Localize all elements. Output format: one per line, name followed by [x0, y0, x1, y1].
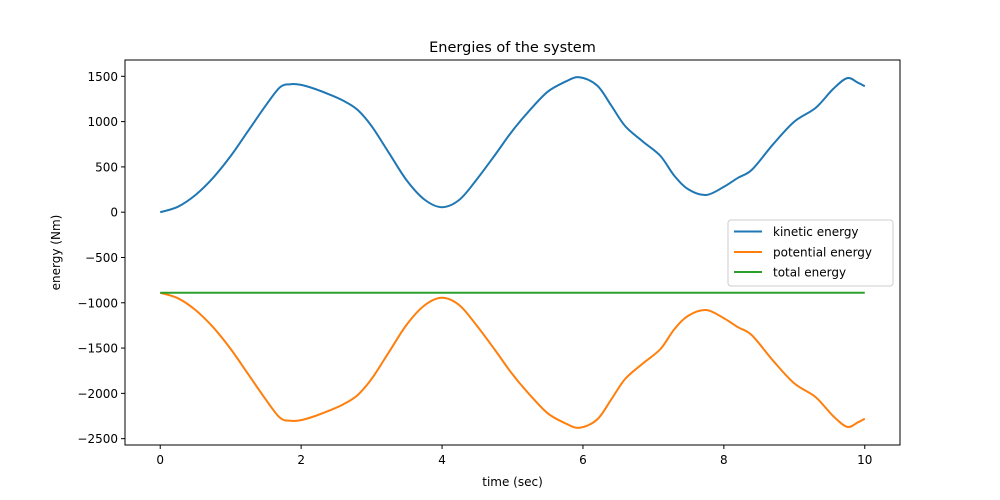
x-tick-label: 2: [297, 453, 305, 467]
legend-item-kinetic: kinetic energy: [734, 225, 859, 239]
y-tick-label: 0: [110, 206, 118, 220]
chart-title: Energies of the system: [429, 40, 596, 56]
y-tick-label: 500: [95, 160, 118, 174]
x-tick-label: 4: [438, 453, 446, 467]
x-axis: 0 2 4 6 8 10: [156, 445, 872, 467]
y-tick-label: 1000: [87, 115, 118, 129]
y-tick-label: −2000: [77, 387, 118, 401]
x-tick-label: 0: [156, 453, 164, 467]
y-tick-label: −1500: [77, 342, 118, 356]
y-tick-label: −1000: [77, 296, 118, 310]
x-tick-label: 8: [720, 453, 728, 467]
series-layer: [159, 76, 866, 429]
legend-item-total: total energy: [734, 266, 846, 280]
series-line-kinetic-energy: [159, 76, 866, 214]
legend: kinetic energy potential energy total en…: [727, 219, 894, 287]
y-tick-label: 1500: [87, 70, 118, 84]
legend-label-kinetic: kinetic energy: [773, 225, 859, 239]
y-tick-label: −2500: [77, 432, 118, 446]
legend-label-total: total energy: [773, 266, 846, 280]
y-axis-label: energy (Nm): [49, 215, 63, 291]
legend-box: [727, 219, 894, 287]
legend-label-potential: potential energy: [773, 246, 872, 260]
y-tick-label: −500: [85, 251, 118, 265]
y-axis: 1500 1000 500 0 −500 −1000 −1500 −2000 −2500: [77, 70, 125, 446]
x-axis-label: time (sec): [482, 475, 543, 489]
legend-item-potential: potential energy: [734, 246, 872, 260]
x-tick-label: 6: [579, 453, 587, 467]
x-tick-label: 10: [857, 453, 872, 467]
axes-frame: [124, 59, 901, 446]
series-line-potential-energy: [159, 291, 866, 429]
plot-area: [124, 59, 901, 446]
